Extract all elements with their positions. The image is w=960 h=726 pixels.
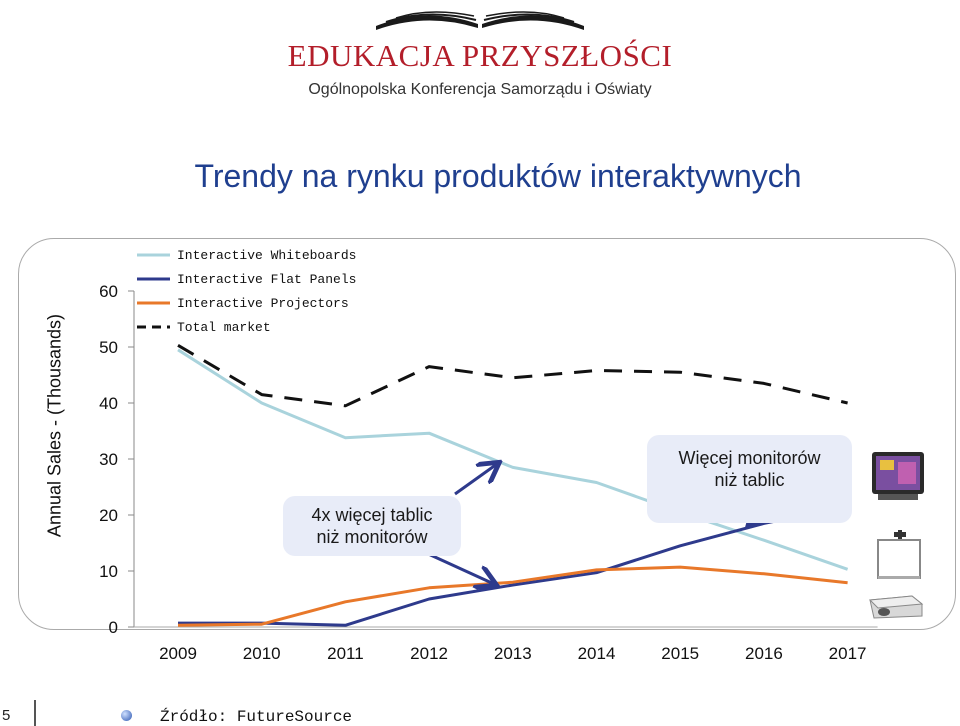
x-tick-label: 2014: [578, 644, 616, 663]
x-tick-label: 2010: [243, 644, 281, 663]
y-tick-label: 40: [99, 394, 118, 413]
x-tick-label: 2011: [327, 644, 364, 663]
callout-arrow: [454, 464, 497, 496]
slide-title: Trendy na rynku produktów interaktywnych: [194, 158, 802, 194]
y-tick-label: 20: [99, 506, 118, 525]
series-line: [177, 565, 848, 627]
chart-frame: [18, 238, 956, 630]
x-tick-label: 2009: [159, 644, 197, 663]
whiteboard-icon: [877, 530, 921, 579]
x-tick-label: 2017: [829, 644, 867, 663]
open-book-icon: [376, 11, 584, 30]
y-tick-label: 50: [99, 338, 118, 357]
y-tick-label: 60: [99, 282, 118, 301]
legend-label: Interactive Whiteboards: [177, 248, 356, 263]
callout-line: Więcej monitorów: [678, 448, 821, 468]
legend-label: Interactive Projectors: [177, 296, 349, 311]
series-line: [178, 505, 848, 627]
brand-title: EDUKACJA PRZYSZŁOŚCI: [287, 38, 673, 73]
callout-line: 4x więcej tablic: [311, 505, 433, 525]
projector-icon: [868, 595, 924, 619]
callout-more-whiteboards: 4x więcej tablic niż monitorów: [283, 496, 461, 556]
legend-label: Total market: [177, 320, 271, 335]
page-number: 5: [2, 707, 11, 724]
legend-label: Interactive Flat Panels: [177, 272, 356, 287]
x-tick-label: 2012: [410, 644, 448, 663]
bullet-icon: [121, 710, 132, 721]
callout-more-panels: Więcej monitorów niż tablic: [647, 435, 852, 523]
series-line: [177, 344, 848, 408]
brand-subtitle: Ogólnopolska Konferencja Samorządu i Ośw…: [308, 81, 652, 98]
x-tick-label: 2016: [745, 644, 783, 663]
y-tick-label: 30: [99, 450, 118, 469]
y-tick-label: 10: [99, 562, 118, 581]
y-tick-label: 0: [109, 618, 118, 637]
x-tick-label: 2015: [661, 644, 699, 663]
footer-divider: [34, 700, 36, 726]
flat-panel-icon: [872, 452, 924, 500]
callout-line: niż monitorów: [316, 527, 428, 547]
source-text: Źródło: FutureSource: [160, 708, 353, 726]
x-tick-label: 2013: [494, 644, 532, 663]
callout-line: niż tablic: [714, 470, 785, 490]
